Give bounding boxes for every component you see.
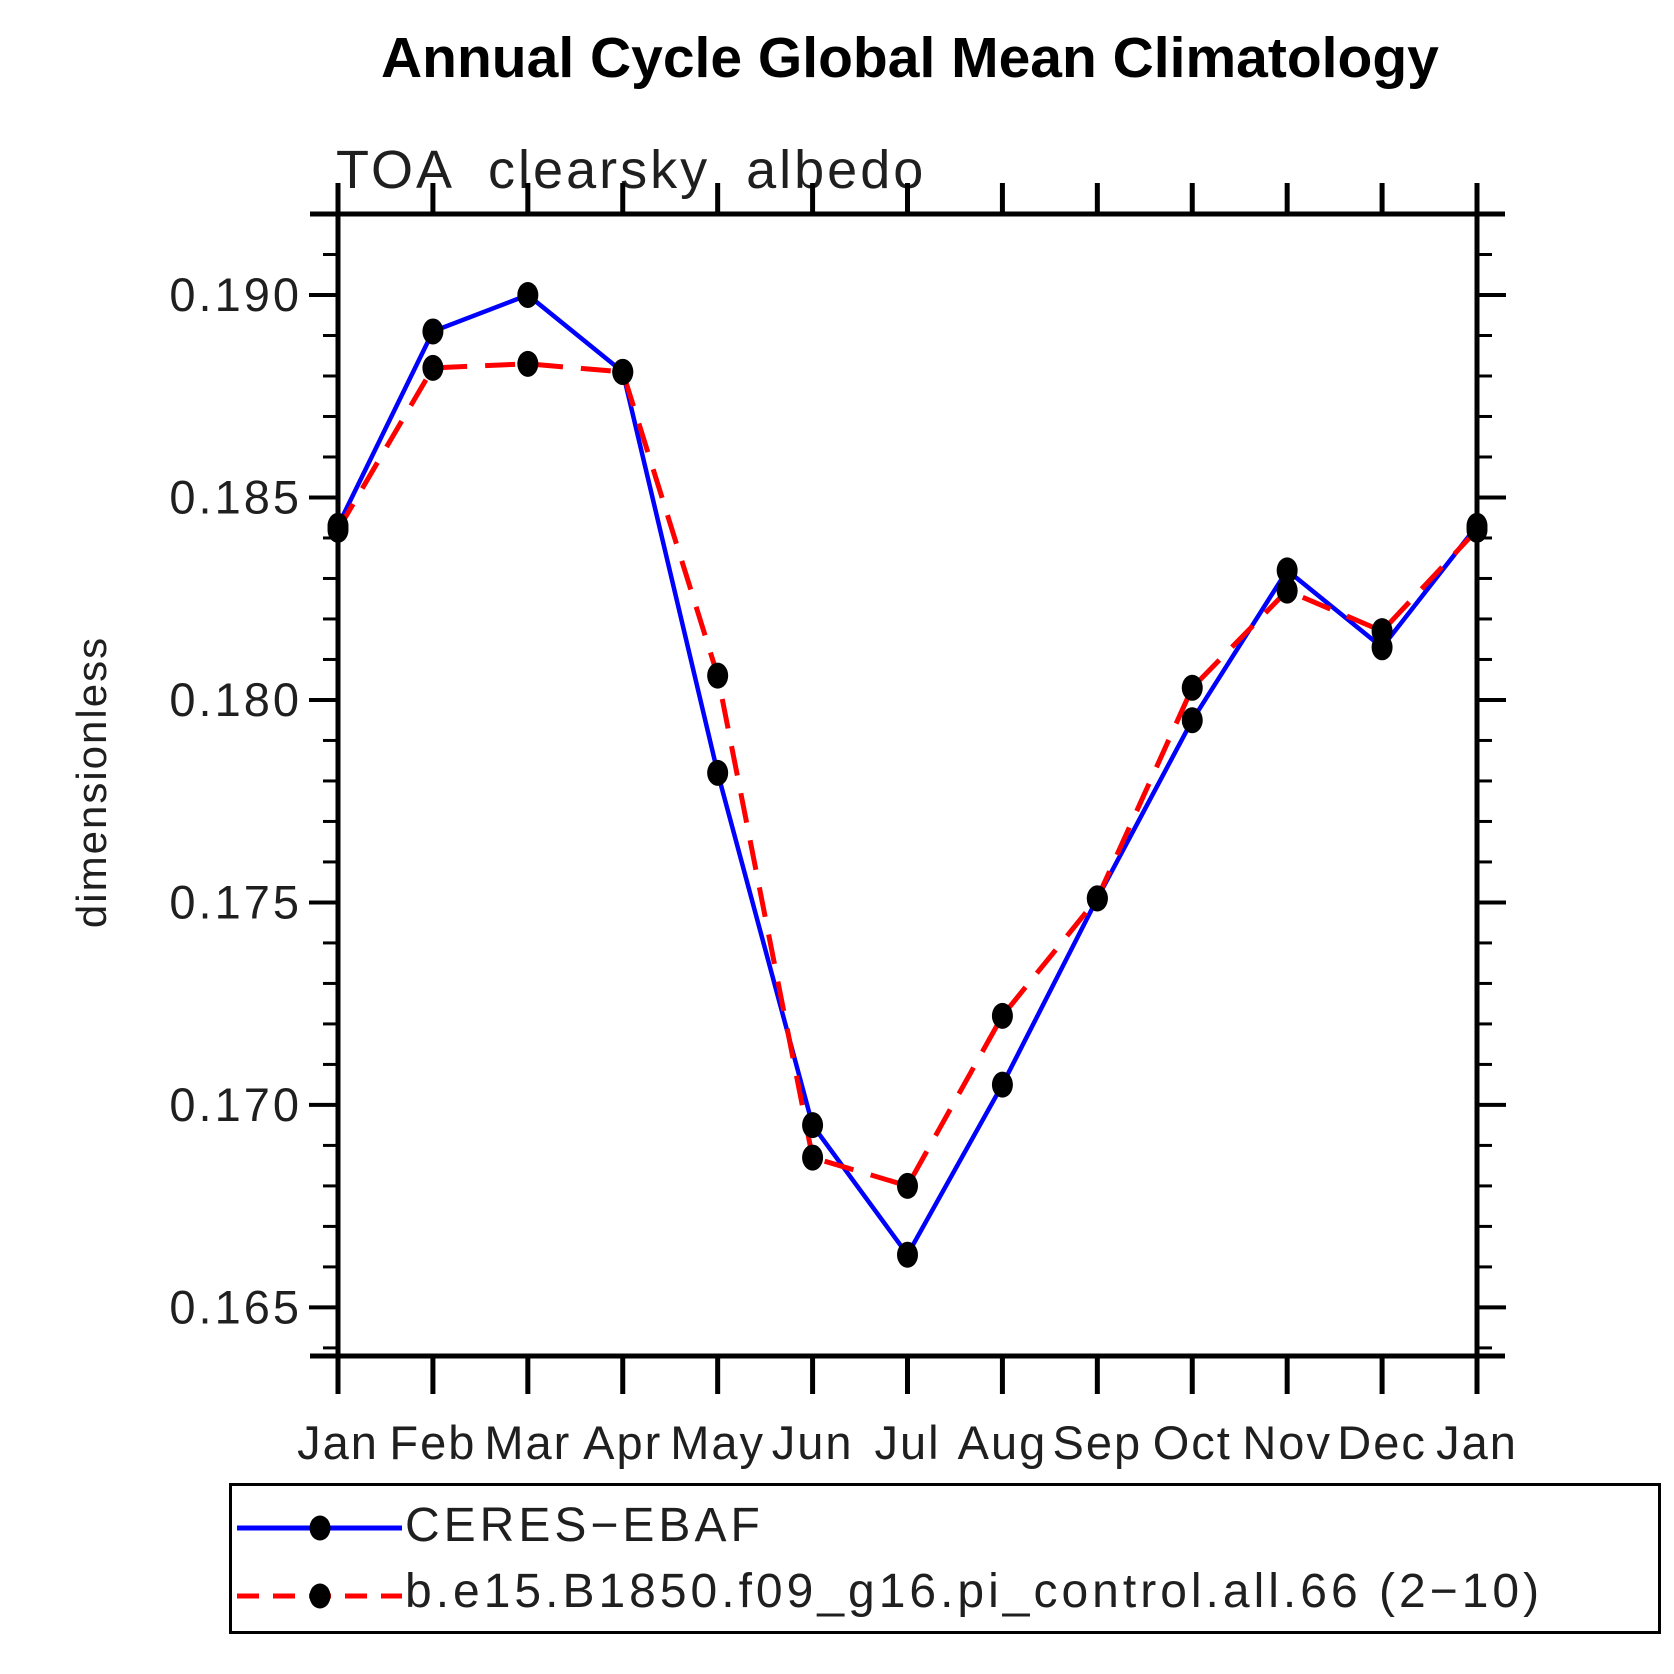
y-tick-label: 0.190 — [169, 268, 302, 321]
data-point-marker — [991, 1071, 1013, 1098]
legend-label-ceres: CERES−EBAF — [405, 1499, 764, 1552]
x-tick-label: Apr — [583, 1416, 662, 1469]
y-tick-label: 0.180 — [169, 673, 302, 726]
data-point-marker — [422, 318, 444, 345]
y-axis-ticks: 0.165 0.170 0.175 0.180 0.185 0.190 — [169, 252, 1506, 1350]
data-point-marker — [1181, 707, 1203, 734]
y-tick-label: 0.170 — [169, 1078, 302, 1131]
x-tick-label: Jul — [874, 1416, 940, 1469]
data-point-marker — [707, 759, 729, 786]
x-tick-label: Aug — [958, 1416, 1048, 1469]
data-point-marker — [517, 281, 539, 308]
x-tick-label: Feb — [389, 1416, 476, 1469]
x-axis-ticks: Jan Feb Mar Apr May Jun Jul Aug Sep Oct Nov Dec Jan — [297, 183, 1518, 1469]
x-tick-label: Jan — [297, 1416, 379, 1469]
data-point-marker — [517, 350, 539, 377]
x-tick-label: Sep — [1053, 1416, 1143, 1469]
legend-marker-icon — [309, 1583, 331, 1609]
data-point-marker — [1181, 674, 1203, 701]
legend-line-sample-dashed — [237, 1583, 402, 1609]
legend: CERES−EBAF b.e15.B1850.f09_g16.pi_contro… — [229, 1483, 1661, 1634]
series-line-model — [335, 361, 1479, 1189]
data-point-marker — [897, 1172, 918, 1199]
data-point-marker — [802, 1144, 824, 1171]
x-tick-label: Oct — [1153, 1416, 1232, 1469]
x-tick-label: Nov — [1242, 1416, 1332, 1469]
data-point-marker — [1086, 885, 1108, 912]
data-point-marker — [991, 1002, 1013, 1029]
data-point-marker — [612, 358, 634, 385]
x-tick-label: Jan — [1436, 1416, 1518, 1469]
x-tick-label: Jun — [772, 1416, 854, 1469]
x-tick-label: May — [670, 1416, 765, 1469]
x-tick-label: Mar — [484, 1416, 571, 1469]
data-point-marker — [1466, 516, 1488, 543]
data-point-marker — [422, 354, 444, 381]
data-point-marker — [897, 1241, 918, 1268]
x-tick-label: Dec — [1337, 1416, 1427, 1469]
series-line-ceres — [335, 292, 1479, 1259]
data-point-marker — [1276, 577, 1298, 604]
data-point-marker — [707, 662, 729, 689]
legend-line-sample-solid — [237, 1515, 402, 1541]
data-point-marker — [1276, 557, 1298, 584]
data-point-marker — [1371, 618, 1393, 645]
y-axis-title: dimensionless — [68, 636, 115, 928]
legend-label-model: b.e15.B1850.f09_g16.pi_control.all.66 (2… — [405, 1565, 1544, 1618]
y-tick-label: 0.175 — [169, 875, 302, 928]
chart-title: Annual Cycle Global Mean Climatology — [381, 26, 1439, 90]
data-point-marker — [327, 516, 349, 543]
data-point-marker — [802, 1112, 824, 1139]
legend-marker-icon — [309, 1515, 331, 1541]
y-tick-label: 0.185 — [169, 470, 302, 523]
y-tick-label: 0.165 — [169, 1280, 302, 1333]
